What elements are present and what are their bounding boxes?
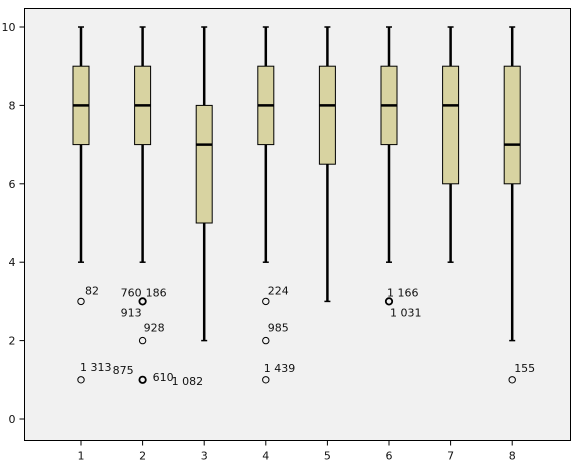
x-tick-label: 5: [324, 450, 331, 463]
outlier-label: 1 166: [387, 286, 419, 299]
outlier-label: 1 313: [80, 361, 112, 374]
outlier-1-3: 82: [77, 284, 99, 306]
box-iqr: [503, 65, 521, 185]
outlier-point: [138, 297, 147, 306]
outlier-label: 985: [268, 322, 289, 335]
outlier-point: [138, 375, 147, 384]
outlier-point: [138, 336, 147, 345]
boxes: [72, 26, 521, 342]
y-tick-label: 6: [9, 178, 16, 191]
x-tick-label: 1: [78, 450, 85, 463]
x-tick-label: 2: [139, 450, 146, 463]
outlier-label: 186: [146, 286, 167, 299]
outlier-point: [508, 376, 516, 384]
y-tick-label: 4: [9, 256, 16, 269]
outlier-1-1: 1 313: [77, 361, 112, 384]
outlier-point: [77, 297, 85, 306]
outlier-6-3: 1 166 1 031: [384, 286, 422, 319]
box-iqr: [195, 104, 213, 224]
x-axis: 1 2 3 4 5 6 7 8: [78, 440, 516, 463]
box-3: [195, 26, 213, 342]
outlier-label: 82: [85, 284, 99, 297]
box-4: [257, 26, 275, 263]
outlier-4-3: 224: [262, 284, 289, 306]
outlier-4-2: 985: [262, 322, 289, 345]
outlier-label: 1 439: [264, 362, 296, 375]
x-tick-label: 7: [447, 450, 454, 463]
outlier-point: [384, 297, 394, 306]
outlier-label: 875: [113, 364, 134, 377]
outlier-label: 913: [121, 306, 142, 319]
outlier-label: 760: [121, 286, 142, 299]
box-6: [380, 26, 398, 263]
outlier-point: [262, 297, 270, 306]
outlier-label: 610: [153, 371, 174, 384]
outlier-point: [262, 376, 270, 384]
outlier-8-1: 155: [508, 362, 535, 384]
plot-area: [24, 8, 571, 441]
outlier-point: [77, 376, 85, 384]
outlier-label: 1 082: [172, 375, 204, 388]
outlier-point: [262, 336, 270, 345]
outlier-label: 224: [268, 284, 289, 297]
box-7: [442, 26, 460, 263]
y-tick-label: 10: [2, 21, 16, 34]
x-tick-label: 8: [509, 450, 516, 463]
y-tick-label: 8: [9, 99, 16, 112]
box-2: [134, 26, 152, 263]
outlier-label: 928: [144, 322, 165, 335]
x-tick-label: 3: [201, 450, 208, 463]
y-axis: 0 2 4 6 8 10: [2, 21, 25, 426]
outlier-2-3: 760 186 913: [121, 286, 167, 319]
x-tick-label: 4: [262, 450, 269, 463]
box-iqr: [442, 65, 460, 185]
outlier-label: 1 031: [390, 306, 422, 319]
outlier-label: 155: [514, 362, 535, 375]
outlier-2-2: 928: [138, 322, 165, 345]
box-5: [318, 26, 336, 303]
box-1: [72, 26, 90, 263]
x-tick-label: 6: [386, 450, 393, 463]
y-tick-label: 2: [9, 335, 16, 348]
outlier-4-1: 1 439: [262, 362, 296, 384]
box-iqr: [318, 65, 336, 165]
y-tick-label: 0: [9, 413, 16, 426]
box-8: [503, 26, 521, 342]
